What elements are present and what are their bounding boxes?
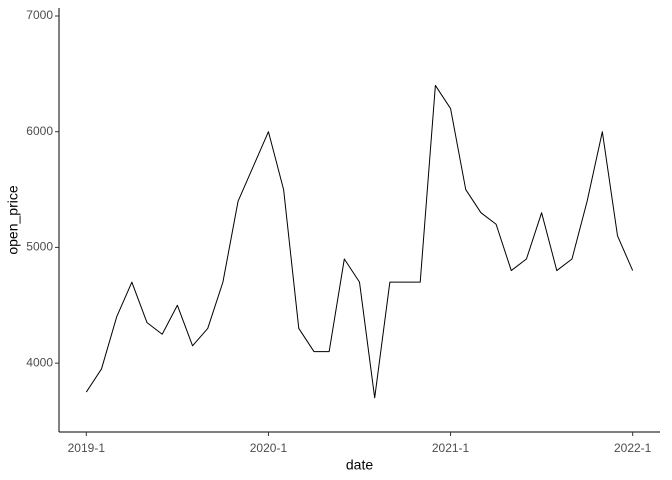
y-tick-label: 4000 <box>26 355 53 369</box>
x-tick-label: 2022-1 <box>614 441 652 455</box>
x-tick-label: 2019-1 <box>68 441 106 455</box>
x-tick-label: 2021-1 <box>432 441 470 455</box>
y-axis-title: open_price <box>5 185 21 254</box>
y-tick-label: 5000 <box>26 240 53 254</box>
x-tick-label: 2020-1 <box>250 441 288 455</box>
x-axis-title: date <box>346 457 373 473</box>
y-tick-label: 7000 <box>26 8 53 22</box>
line <box>85 84 634 399</box>
y-tick-label: 6000 <box>26 124 53 138</box>
